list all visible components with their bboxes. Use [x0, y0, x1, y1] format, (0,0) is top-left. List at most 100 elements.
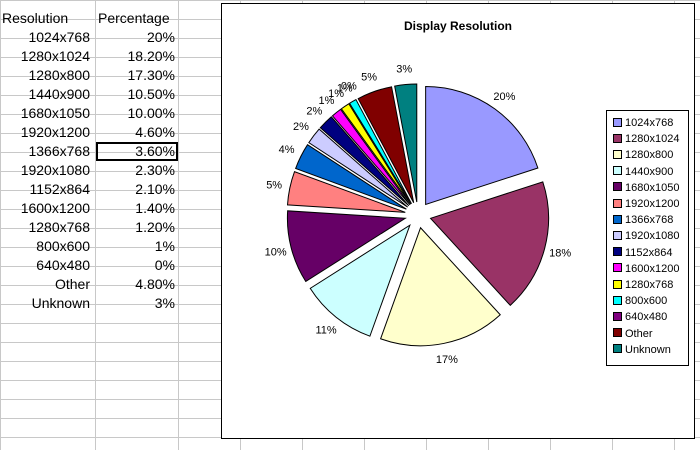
- cell-resolution[interactable]: Unknown: [31, 295, 90, 311]
- data-label: 3%: [396, 64, 412, 76]
- data-label: 2%: [293, 121, 309, 133]
- legend-swatch: [613, 117, 622, 127]
- data-label: 2%: [306, 106, 322, 118]
- cell-percentage[interactable]: 1.40%: [135, 200, 175, 216]
- legend-item[interactable]: 1280x1024: [613, 132, 679, 146]
- legend-label: Unknown: [625, 343, 671, 356]
- cell-resolution[interactable]: 1920x1080: [20, 162, 90, 178]
- legend-item[interactable]: 1920x1200: [613, 197, 679, 211]
- pie-slice[interactable]: [340, 103, 412, 205]
- chart-title: Display Resolution: [404, 19, 512, 33]
- cell-resolution[interactable]: Other: [54, 276, 90, 292]
- legend-swatch: [613, 133, 622, 143]
- pie-slice[interactable]: [357, 86, 415, 203]
- cell-resolution[interactable]: 1600x1200: [20, 200, 90, 216]
- legend-swatch: [613, 328, 622, 338]
- pie-slice[interactable]: [286, 210, 407, 283]
- cell-percentage[interactable]: 17.30%: [127, 67, 175, 83]
- cell-resolution[interactable]: 1920x1200: [20, 124, 90, 140]
- legend-item[interactable]: 1920x1080: [613, 229, 679, 243]
- legend-item[interactable]: 1280x768: [613, 278, 673, 292]
- legend-item[interactable]: Unknown: [613, 343, 671, 357]
- legend-swatch: [613, 198, 622, 208]
- legend-swatch: [613, 230, 622, 240]
- cell-resolution[interactable]: 1280x768: [28, 219, 90, 235]
- cell-percentage[interactable]: 3.60%: [96, 142, 178, 161]
- legend-label: 800x600: [625, 295, 668, 308]
- legend-label: 1024x768: [625, 117, 674, 129]
- cell-resolution[interactable]: 800x600: [36, 238, 90, 254]
- legend-label: 1680x1050: [625, 181, 680, 194]
- data-label: 1%: [318, 95, 334, 107]
- legend-swatch: [613, 149, 622, 159]
- pie-slice[interactable]: [308, 128, 408, 208]
- data-label: 0%: [341, 80, 357, 92]
- cell-percentage[interactable]: 1.20%: [135, 219, 175, 235]
- legend-item[interactable]: 1600x1200: [613, 262, 679, 276]
- header-cell-resolution[interactable]: Resolution: [2, 10, 69, 26]
- pie-slice[interactable]: [309, 223, 411, 337]
- legend-label: 1280x1024: [625, 133, 680, 146]
- data-label: 10%: [265, 247, 287, 259]
- cell-resolution[interactable]: 1680x1050: [20, 105, 90, 121]
- legend-swatch: [613, 295, 622, 305]
- header-cell-percentage[interactable]: Percentage: [98, 10, 170, 26]
- legend-item[interactable]: 1366x768: [613, 213, 673, 227]
- data-label: 20%: [493, 91, 515, 103]
- cell-resolution[interactable]: 1024x768: [28, 29, 90, 45]
- legend-label: 1440x900: [625, 165, 674, 178]
- legend-swatch: [613, 279, 622, 289]
- legend-item[interactable]: 1440x900: [613, 165, 673, 179]
- pie-slice[interactable]: [348, 98, 412, 204]
- legend-label: 1366x768: [625, 214, 674, 227]
- legend-item[interactable]: 800x600: [613, 294, 667, 308]
- data-label: 4%: [279, 144, 295, 156]
- cell-percentage[interactable]: 0%: [154, 257, 175, 273]
- cell-resolution[interactable]: 1440x900: [28, 86, 90, 102]
- cell-percentage[interactable]: 18.20%: [127, 48, 175, 64]
- legend-label: 1152x864: [625, 246, 673, 259]
- pie-slice[interactable]: [286, 171, 406, 213]
- cell-percentage[interactable]: 4.80%: [135, 276, 175, 292]
- data-label: 5%: [361, 71, 377, 83]
- cell-resolution[interactable]: 1280x1024: [20, 48, 90, 64]
- legend-item[interactable]: 1152x864: [613, 246, 673, 260]
- pie-slice[interactable]: [429, 181, 550, 307]
- cell-percentage[interactable]: 4.60%: [135, 124, 175, 140]
- legend-swatch: [613, 344, 622, 354]
- cell-percentage[interactable]: 10.50%: [127, 86, 175, 102]
- pie-slice[interactable]: [379, 226, 501, 347]
- pie-slice[interactable]: [319, 116, 410, 207]
- legend-item[interactable]: 1680x1050: [613, 181, 679, 195]
- legend-item[interactable]: 640x480: [613, 310, 667, 324]
- legend-swatch: [613, 166, 622, 176]
- cell-percentage[interactable]: 1%: [154, 238, 175, 254]
- pie-slice[interactable]: [425, 85, 539, 206]
- column-divider-b: [178, 0, 179, 450]
- column-divider-a: [95, 0, 96, 450]
- pie-slice[interactable]: [331, 108, 411, 206]
- cell-percentage[interactable]: 2.10%: [135, 181, 175, 197]
- cell-resolution[interactable]: 1152x864: [29, 181, 90, 197]
- cell-resolution[interactable]: 1366x768: [28, 143, 90, 159]
- cell-resolution[interactable]: 1280x800: [28, 67, 90, 83]
- data-label: 18%: [549, 247, 571, 259]
- legend-label: 1280x768: [625, 279, 674, 291]
- legend-item[interactable]: 1024x768: [613, 116, 673, 130]
- chart-legend[interactable]: 1024x768 1280x1024 1280x800 1440x900 1680x10…: [606, 110, 689, 366]
- legend-item[interactable]: Other: [613, 327, 653, 341]
- legend-label: 1920x1200: [625, 198, 680, 210]
- legend-label: 640x480: [625, 311, 668, 324]
- data-label: 1%: [328, 88, 344, 100]
- cell-resolution[interactable]: 640x480: [36, 257, 90, 273]
- cell-percentage[interactable]: 20%: [146, 29, 175, 45]
- cell-percentage[interactable]: 2.30%: [135, 162, 175, 178]
- cell-percentage[interactable]: 10.00%: [127, 105, 175, 121]
- legend-swatch: [613, 247, 622, 257]
- cell-percentage[interactable]: 3%: [154, 295, 175, 311]
- legend-item[interactable]: 1280x800: [613, 148, 673, 162]
- legend-label: Other: [625, 327, 653, 340]
- legend-label: 1600x1200: [625, 262, 680, 275]
- pie-slice[interactable]: [394, 83, 418, 203]
- pie-slice[interactable]: [294, 144, 407, 210]
